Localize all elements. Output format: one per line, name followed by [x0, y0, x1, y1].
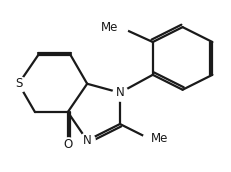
Text: S: S	[15, 77, 22, 90]
Text: N: N	[83, 134, 91, 147]
Text: O: O	[63, 138, 72, 151]
Text: Me: Me	[151, 132, 169, 146]
Text: N: N	[116, 86, 124, 99]
Text: Me: Me	[101, 21, 119, 34]
